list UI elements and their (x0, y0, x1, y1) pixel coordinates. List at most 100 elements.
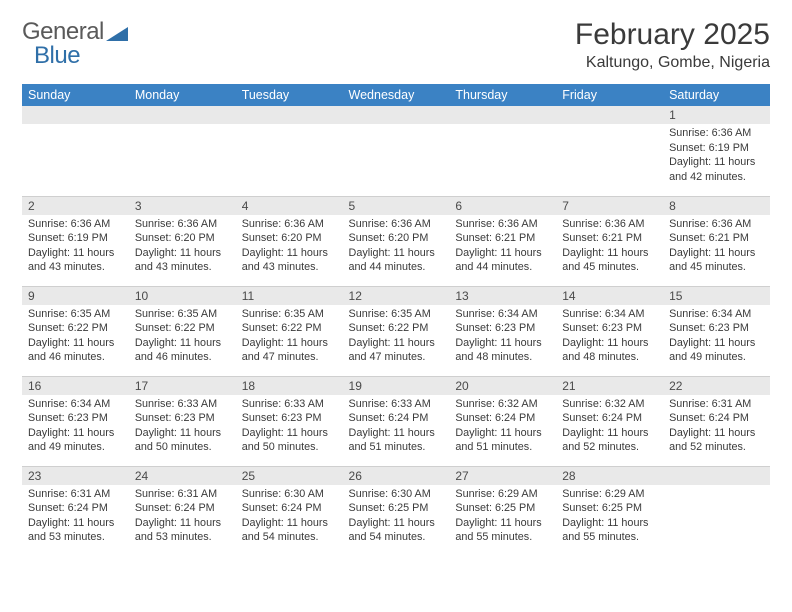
day-detail-line: Sunset: 6:24 PM (28, 501, 123, 516)
day-details: Sunrise: 6:32 AMSunset: 6:24 PMDaylight:… (556, 395, 663, 459)
day-detail-line: Sunset: 6:19 PM (669, 141, 764, 156)
calendar-cell (236, 106, 343, 196)
day-details: Sunrise: 6:30 AMSunset: 6:25 PMDaylight:… (343, 485, 450, 549)
day-detail-line: Sunrise: 6:29 AM (562, 487, 657, 502)
day-details: Sunrise: 6:36 AMSunset: 6:21 PMDaylight:… (449, 215, 556, 279)
day-detail-line: Sunrise: 6:35 AM (242, 307, 337, 322)
day-detail-line: Sunset: 6:22 PM (135, 321, 230, 336)
calendar-cell: 12Sunrise: 6:35 AMSunset: 6:22 PMDayligh… (343, 286, 450, 376)
day-number: 9 (22, 287, 129, 305)
day-details: Sunrise: 6:36 AMSunset: 6:20 PMDaylight:… (129, 215, 236, 279)
calendar-cell: 2Sunrise: 6:36 AMSunset: 6:19 PMDaylight… (22, 196, 129, 286)
day-number: 11 (236, 287, 343, 305)
day-number: 17 (129, 377, 236, 395)
weekday-header-row: Sunday Monday Tuesday Wednesday Thursday… (22, 84, 770, 106)
day-number: 16 (22, 377, 129, 395)
day-detail-line: Sunrise: 6:29 AM (455, 487, 550, 502)
calendar-cell: 19Sunrise: 6:33 AMSunset: 6:24 PMDayligh… (343, 376, 450, 466)
calendar-cell: 11Sunrise: 6:35 AMSunset: 6:22 PMDayligh… (236, 286, 343, 376)
day-number: 5 (343, 197, 450, 215)
day-detail-line: Daylight: 11 hours and 48 minutes. (562, 336, 657, 365)
day-detail-line: Sunset: 6:24 PM (349, 411, 444, 426)
day-details: Sunrise: 6:34 AMSunset: 6:23 PMDaylight:… (556, 305, 663, 369)
day-detail-line: Sunset: 6:24 PM (455, 411, 550, 426)
day-number (129, 106, 236, 124)
calendar-cell: 24Sunrise: 6:31 AMSunset: 6:24 PMDayligh… (129, 466, 236, 556)
day-number: 2 (22, 197, 129, 215)
day-detail-line: Sunrise: 6:36 AM (669, 217, 764, 232)
day-detail-line: Daylight: 11 hours and 50 minutes. (242, 426, 337, 455)
day-number: 3 (129, 197, 236, 215)
day-details: Sunrise: 6:35 AMSunset: 6:22 PMDaylight:… (129, 305, 236, 369)
day-detail-line: Sunset: 6:21 PM (562, 231, 657, 246)
day-detail-line: Sunset: 6:22 PM (28, 321, 123, 336)
day-detail-line: Daylight: 11 hours and 48 minutes. (455, 336, 550, 365)
calendar-cell (663, 466, 770, 556)
logo-triangle-icon (106, 23, 128, 41)
day-details: Sunrise: 6:34 AMSunset: 6:23 PMDaylight:… (449, 305, 556, 369)
calendar-cell: 15Sunrise: 6:34 AMSunset: 6:23 PMDayligh… (663, 286, 770, 376)
day-number: 23 (22, 467, 129, 485)
day-detail-line: Daylight: 11 hours and 55 minutes. (455, 516, 550, 545)
day-number (449, 106, 556, 124)
calendar-cell: 21Sunrise: 6:32 AMSunset: 6:24 PMDayligh… (556, 376, 663, 466)
title-block: February 2025 Kaltungo, Gombe, Nigeria (575, 18, 770, 72)
day-detail-line: Sunset: 6:23 PM (669, 321, 764, 336)
day-detail-line: Sunset: 6:25 PM (455, 501, 550, 516)
day-number: 18 (236, 377, 343, 395)
calendar-cell: 16Sunrise: 6:34 AMSunset: 6:23 PMDayligh… (22, 376, 129, 466)
day-detail-line: Sunset: 6:20 PM (349, 231, 444, 246)
day-detail-line: Sunset: 6:20 PM (135, 231, 230, 246)
day-detail-line: Sunrise: 6:36 AM (242, 217, 337, 232)
day-detail-line: Daylight: 11 hours and 54 minutes. (349, 516, 444, 545)
day-number: 20 (449, 377, 556, 395)
calendar-cell: 4Sunrise: 6:36 AMSunset: 6:20 PMDaylight… (236, 196, 343, 286)
day-detail-line: Daylight: 11 hours and 55 minutes. (562, 516, 657, 545)
weekday-header: Monday (129, 84, 236, 106)
calendar-cell: 7Sunrise: 6:36 AMSunset: 6:21 PMDaylight… (556, 196, 663, 286)
day-detail-line: Sunset: 6:19 PM (28, 231, 123, 246)
day-details: Sunrise: 6:33 AMSunset: 6:23 PMDaylight:… (236, 395, 343, 459)
day-detail-line: Sunrise: 6:33 AM (135, 397, 230, 412)
day-detail-line: Daylight: 11 hours and 46 minutes. (135, 336, 230, 365)
day-detail-line: Daylight: 11 hours and 51 minutes. (455, 426, 550, 455)
calendar-cell: 9Sunrise: 6:35 AMSunset: 6:22 PMDaylight… (22, 286, 129, 376)
day-details: Sunrise: 6:30 AMSunset: 6:24 PMDaylight:… (236, 485, 343, 549)
day-details: Sunrise: 6:36 AMSunset: 6:21 PMDaylight:… (556, 215, 663, 279)
day-number: 7 (556, 197, 663, 215)
calendar-cell: 3Sunrise: 6:36 AMSunset: 6:20 PMDaylight… (129, 196, 236, 286)
page-title: February 2025 (575, 18, 770, 52)
day-number (22, 106, 129, 124)
day-detail-line: Daylight: 11 hours and 54 minutes. (242, 516, 337, 545)
day-detail-line: Sunset: 6:21 PM (669, 231, 764, 246)
day-number: 25 (236, 467, 343, 485)
calendar-week-row: 9Sunrise: 6:35 AMSunset: 6:22 PMDaylight… (22, 286, 770, 376)
day-number: 24 (129, 467, 236, 485)
day-detail-line: Daylight: 11 hours and 52 minutes. (562, 426, 657, 455)
day-detail-line: Daylight: 11 hours and 53 minutes. (28, 516, 123, 545)
day-detail-line: Daylight: 11 hours and 52 minutes. (669, 426, 764, 455)
day-details: Sunrise: 6:35 AMSunset: 6:22 PMDaylight:… (343, 305, 450, 369)
calendar-cell: 26Sunrise: 6:30 AMSunset: 6:25 PMDayligh… (343, 466, 450, 556)
day-details: Sunrise: 6:34 AMSunset: 6:23 PMDaylight:… (663, 305, 770, 369)
day-detail-line: Sunrise: 6:34 AM (562, 307, 657, 322)
day-detail-line: Sunset: 6:24 PM (562, 411, 657, 426)
day-detail-line: Sunset: 6:20 PM (242, 231, 337, 246)
day-details: Sunrise: 6:31 AMSunset: 6:24 PMDaylight:… (22, 485, 129, 549)
day-detail-line: Sunset: 6:23 PM (135, 411, 230, 426)
day-detail-line: Daylight: 11 hours and 49 minutes. (28, 426, 123, 455)
day-detail-line: Daylight: 11 hours and 49 minutes. (669, 336, 764, 365)
day-detail-line: Daylight: 11 hours and 43 minutes. (242, 246, 337, 275)
day-detail-line: Sunrise: 6:31 AM (669, 397, 764, 412)
weekday-header: Saturday (663, 84, 770, 106)
day-detail-line: Sunset: 6:21 PM (455, 231, 550, 246)
day-number: 27 (449, 467, 556, 485)
calendar-cell: 6Sunrise: 6:36 AMSunset: 6:21 PMDaylight… (449, 196, 556, 286)
day-number: 10 (129, 287, 236, 305)
day-detail-line: Sunrise: 6:35 AM (349, 307, 444, 322)
day-detail-line: Sunrise: 6:36 AM (455, 217, 550, 232)
day-detail-line: Daylight: 11 hours and 43 minutes. (28, 246, 123, 275)
calendar-week-row: 23Sunrise: 6:31 AMSunset: 6:24 PMDayligh… (22, 466, 770, 556)
day-detail-line: Daylight: 11 hours and 45 minutes. (562, 246, 657, 275)
day-number (556, 106, 663, 124)
